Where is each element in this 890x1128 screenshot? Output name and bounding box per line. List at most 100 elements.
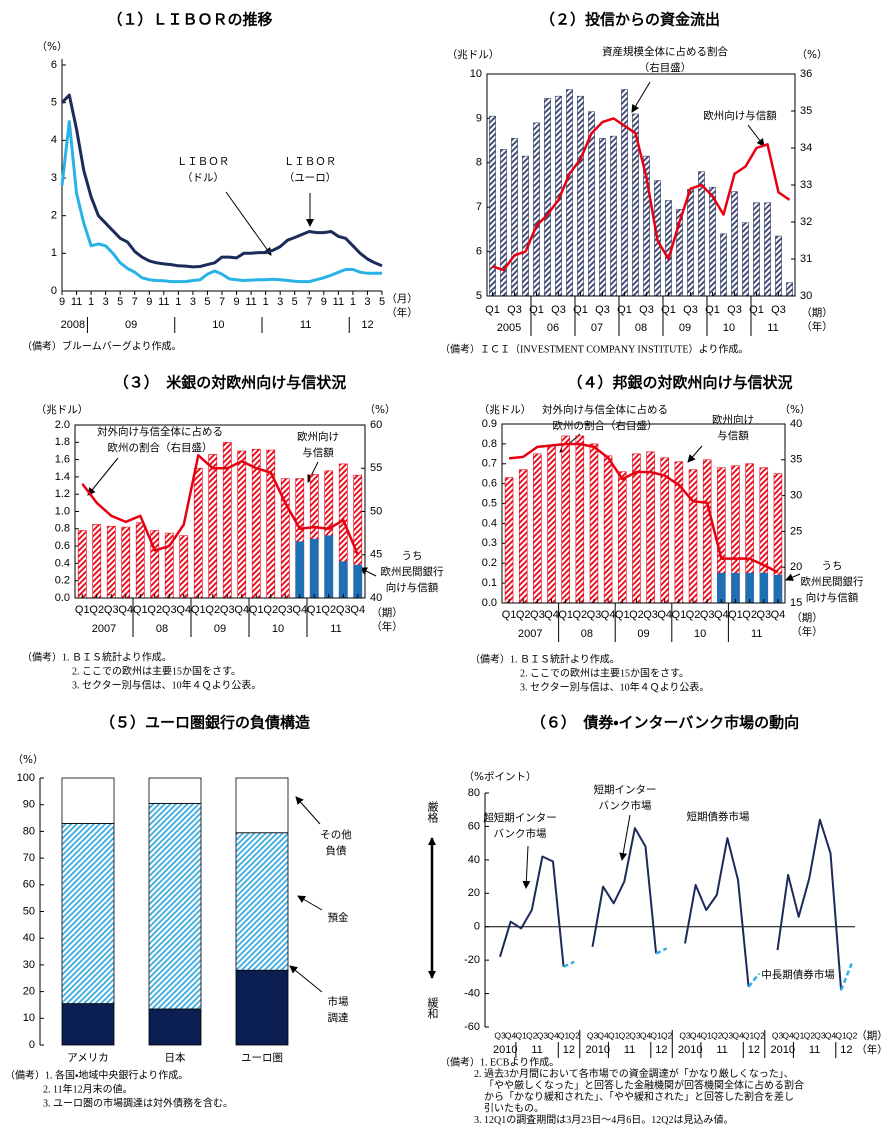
- x-tick-label: Q3: [679, 1030, 691, 1040]
- x-tick-label: Q3: [772, 1030, 784, 1040]
- x-tick-label: Q4: [176, 604, 191, 616]
- bar-segment: [235, 832, 289, 971]
- y-tick-label: 40: [468, 854, 480, 866]
- x-tick-label: Q4: [714, 609, 729, 621]
- annotation: バンク市場: [598, 799, 652, 812]
- arrow: [297, 895, 323, 911]
- bar: [295, 541, 305, 599]
- x-tick-label: Q2: [321, 604, 336, 616]
- y2-tick-label: 30: [800, 290, 812, 302]
- annotation: バンク市場: [493, 827, 547, 840]
- note: （備考）ＩＣＩ（INVESTMENT COMPANY INSTITUTE）より作…: [440, 343, 748, 355]
- bar-segment: [61, 1003, 115, 1046]
- x-tick-label: 9: [59, 296, 65, 308]
- x-tick-label: 5: [379, 296, 385, 308]
- y-axis-unit: （%）: [37, 41, 68, 53]
- bar: [745, 572, 754, 604]
- x-axis-unit: （期）: [801, 307, 833, 319]
- y-tick-label: 0.2: [55, 575, 70, 587]
- x-tick-label: Q4: [547, 1030, 559, 1040]
- bar: [731, 191, 738, 297]
- note: 3. 12Q1の調査期間は3月23日～4月6日。12Q2は見込み値。: [474, 1113, 733, 1126]
- x-tick-label: ユーロ圏: [241, 1052, 283, 1064]
- forecast-line: [839, 963, 853, 991]
- bar: [121, 526, 131, 599]
- x-tick-label: Q3: [537, 1030, 549, 1040]
- x-tick-label: Q3: [629, 1030, 641, 1040]
- x-tick-label: Q1: [743, 1030, 755, 1040]
- y-tick-label: 5: [476, 290, 482, 302]
- line: [591, 827, 658, 954]
- y2-tick-label: 50: [370, 505, 382, 517]
- annotation: 欧州民間銀行: [381, 565, 444, 578]
- bar: [731, 572, 740, 604]
- bar: [106, 525, 116, 599]
- plot-frame: [74, 424, 366, 599]
- annotation: うち: [822, 560, 843, 572]
- y-tick-label: 0.7: [482, 458, 497, 470]
- bar: [599, 138, 606, 297]
- x-tick-label: Q1: [191, 604, 206, 616]
- x-group-label: 12: [563, 1044, 575, 1056]
- bar: [698, 171, 705, 297]
- x-tick-label: 5: [117, 296, 123, 308]
- annotation: 短期インター: [594, 783, 657, 796]
- x-tick-label: Q2: [742, 609, 757, 621]
- x-tick-label: Q1: [615, 609, 630, 621]
- arrow: [619, 814, 631, 861]
- bar: [489, 115, 496, 297]
- x-tick-label: Q4: [732, 1030, 744, 1040]
- note: （備考）1. ＢＩＳ統計より作成。: [22, 650, 172, 663]
- note: （備考）1. 各国・地域中央銀行より作成。: [5, 1068, 188, 1081]
- x-tick-label: Q2: [147, 604, 162, 616]
- x-tick-label: Q4: [771, 609, 786, 621]
- x-tick-label: Q4: [292, 604, 307, 616]
- x-tick-label: Q3: [551, 304, 566, 316]
- y-tick-label: 0.8: [55, 523, 70, 535]
- annotation: 欧州民間銀行: [801, 575, 864, 588]
- arrow: [295, 796, 321, 825]
- bar-segment: [61, 777, 115, 824]
- x-tick-label: Q1: [705, 304, 720, 316]
- x-axis-unit: （年）: [856, 1043, 888, 1056]
- y2-tick-label: 33: [800, 179, 812, 191]
- annotation: うち: [402, 550, 423, 562]
- line: [60, 93, 383, 269]
- annotation: （ユーロ）: [284, 172, 337, 184]
- line: [492, 117, 791, 272]
- x-tick-label: Q2: [526, 1030, 538, 1040]
- y2-tick-label: 55: [370, 462, 382, 474]
- y-tick-label: 30: [23, 959, 35, 971]
- x-tick-label: 9: [321, 296, 327, 308]
- note: 2. 過去3か月間において各市場での資金調達が「かなり厳しくなった」、: [474, 1067, 794, 1080]
- y-tick-label: -40: [464, 987, 480, 999]
- arrow: [785, 573, 801, 581]
- y-tick-label: 0.5: [482, 497, 497, 509]
- annotation: （ドル）: [182, 172, 224, 184]
- arrow: [359, 567, 377, 577]
- y2-tick-label: 40: [370, 592, 382, 604]
- forecast-line: [655, 947, 668, 955]
- annotation: 預金: [328, 911, 349, 924]
- x-tick-label: 11: [245, 296, 256, 308]
- arrow: [687, 445, 703, 463]
- y-tick-label: 20: [468, 887, 480, 899]
- bar: [632, 453, 641, 604]
- bar-segment: [148, 1008, 202, 1046]
- y-tick-label: 0: [29, 1039, 35, 1051]
- x-group-label: 2005: [497, 322, 521, 334]
- y-tick-label: 0: [474, 921, 480, 933]
- arrow: [225, 191, 272, 256]
- x-tick-label: Q3: [756, 609, 771, 621]
- x-tick-label: Q4: [234, 604, 249, 616]
- bar: [251, 448, 261, 599]
- x-axis-unit: （期）: [856, 1030, 888, 1042]
- x-group-label: 2007: [92, 623, 116, 635]
- y-tick-label: 60: [23, 879, 35, 891]
- x-tick-label: Q1: [793, 1030, 805, 1040]
- arrow: [522, 845, 531, 889]
- bar: [646, 451, 655, 604]
- bar-segment: [235, 777, 289, 834]
- x-group-label: 11: [751, 628, 762, 640]
- y-tick-label: 6: [51, 59, 57, 71]
